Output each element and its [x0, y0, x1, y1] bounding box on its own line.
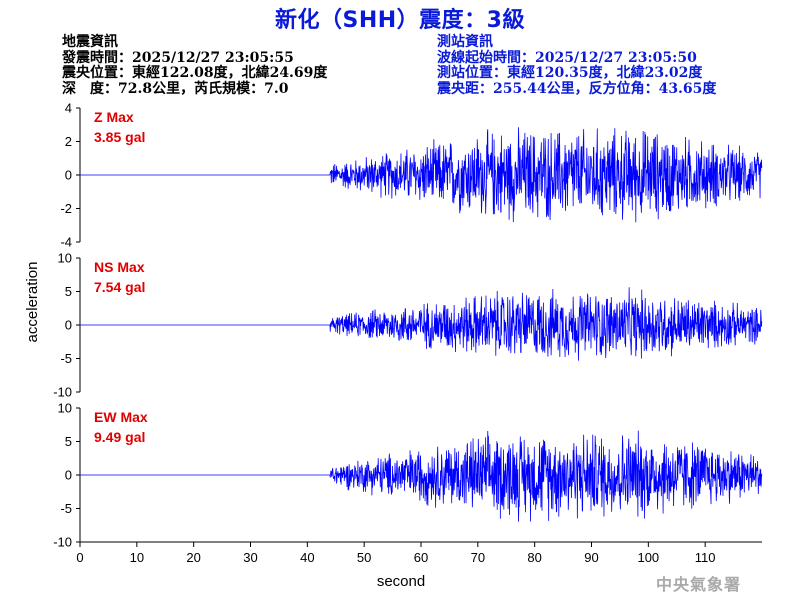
depth-magnitude: 深 度：72.8公里，芮氏規模：7.0 — [62, 80, 289, 97]
y-axis-label: acceleration — [24, 262, 41, 343]
y-tick-label: 0 — [65, 168, 72, 183]
x-tick-label: 60 — [414, 550, 428, 565]
y-tick-label: -2 — [60, 201, 72, 216]
y-tick-label: 2 — [65, 134, 72, 149]
origin-time: 發震時間：2025/12/27 23:05:55 — [62, 49, 294, 66]
max-value: 3.85 gal — [94, 129, 145, 145]
waveform-trace-z — [80, 127, 763, 223]
station-info-heading: 測站資訊 — [437, 34, 493, 50]
waveform-trace-ns — [80, 287, 763, 361]
max-label: EW Max — [94, 409, 148, 425]
waveform-trace-ew — [80, 430, 763, 522]
x-tick-label: 40 — [300, 550, 314, 565]
max-value: 7.54 gal — [94, 279, 145, 295]
max-value: 9.49 gal — [94, 429, 145, 445]
y-tick-label: 0 — [65, 318, 72, 333]
x-tick-label: 20 — [186, 550, 200, 565]
y-tick-label: 0 — [65, 468, 72, 483]
waveform-start-time: 波線起始時間：2025/12/27 23:05:50 — [437, 49, 697, 66]
agency-watermark: 中央氣象署 — [656, 575, 742, 594]
epicentral-distance: 震央距：255.44公里，反方位角：43.65度 — [437, 80, 717, 97]
y-tick-label: 4 — [65, 101, 72, 116]
earthquake-info-heading: 地震資訊 — [62, 34, 118, 50]
y-tick-label: 10 — [58, 401, 72, 416]
epicenter-location: 震央位置：東經122.08度，北緯24.69度 — [62, 65, 328, 81]
x-tick-label: 110 — [695, 550, 716, 565]
panel-z: -4 -2 0 2 4 Z Max 3.85 gal — [60, 101, 763, 250]
panel-ns: -10 -5 0 5 10 NS Max 7.54 gal — [53, 251, 763, 400]
y-tick-label: -10 — [53, 385, 72, 400]
x-tick-label: 50 — [357, 550, 371, 565]
station-location: 測站位置：東經120.35度，北緯23.02度 — [437, 65, 703, 81]
chart-title: 新化（SHH）震度：3級 — [275, 8, 525, 33]
panel-ew: -10 -5 0 5 10 EW Max 9.49 gal — [53, 401, 763, 550]
y-tick-label: -4 — [60, 235, 72, 250]
x-tick-label: 0 — [76, 550, 83, 565]
earthquake-info: 地震資訊 發震時間：2025/12/27 23:05:55 震央位置：東經122… — [62, 34, 328, 97]
station-info: 測站資訊 波線起始時間：2025/12/27 23:05:50 測站位置：東經1… — [437, 34, 717, 97]
max-label: Z Max — [94, 109, 134, 125]
x-tick-label: 80 — [527, 550, 541, 565]
x-tick-label: 100 — [637, 550, 659, 565]
max-label: NS Max — [94, 259, 145, 275]
x-tick-label: 90 — [584, 550, 598, 565]
y-tick-label: -5 — [60, 351, 72, 366]
x-tick-label: 70 — [471, 550, 485, 565]
y-tick-label: -10 — [53, 535, 72, 550]
x-tick-label: 30 — [243, 550, 257, 565]
y-tick-label: 10 — [58, 251, 72, 266]
y-tick-label: 5 — [65, 434, 72, 449]
y-tick-label: 5 — [65, 284, 72, 299]
x-tick-label: 10 — [130, 550, 144, 565]
x-axis-label: second — [377, 573, 425, 590]
y-tick-label: -5 — [60, 501, 72, 516]
